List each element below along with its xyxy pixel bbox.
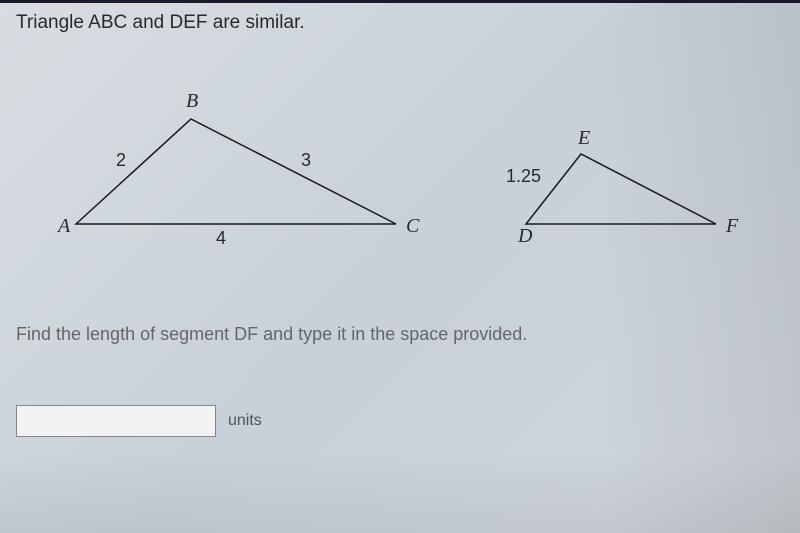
- triangle-abc-shape: [76, 119, 396, 224]
- instruction-text: Find the length of segment DF and type i…: [16, 324, 784, 345]
- triangle-def-shape: [526, 154, 716, 224]
- window-top-bar: [0, 0, 800, 3]
- vertex-e-label: E: [577, 127, 590, 149]
- vertex-f-label: F: [725, 215, 739, 237]
- side-ac-label: 4: [216, 228, 226, 248]
- triangles-svg: A B C 2 3 4 D E F 1.25: [16, 74, 776, 274]
- triangle-abc: A B C 2 3 4: [56, 90, 420, 248]
- vertex-d-label: D: [517, 225, 533, 247]
- problem-title: Triangle ABC and DEF are similar.: [16, 12, 784, 34]
- vignette-bottom: [0, 453, 800, 533]
- side-ab-label: 2: [116, 150, 126, 170]
- vertex-c-label: C: [406, 215, 420, 237]
- answer-input[interactable]: [16, 405, 216, 437]
- answer-area: units: [16, 405, 784, 437]
- side-bc-label: 3: [301, 150, 311, 170]
- triangle-def: D E F 1.25: [506, 127, 739, 247]
- diagram-area: A B C 2 3 4 D E F 1.25: [16, 74, 784, 274]
- vertex-a-label: A: [56, 215, 71, 237]
- content-area: Triangle ABC and DEF are similar. A B C …: [0, 0, 800, 449]
- units-label: units: [228, 412, 262, 430]
- vertex-b-label: B: [186, 90, 198, 112]
- side-de-label: 1.25: [506, 166, 541, 186]
